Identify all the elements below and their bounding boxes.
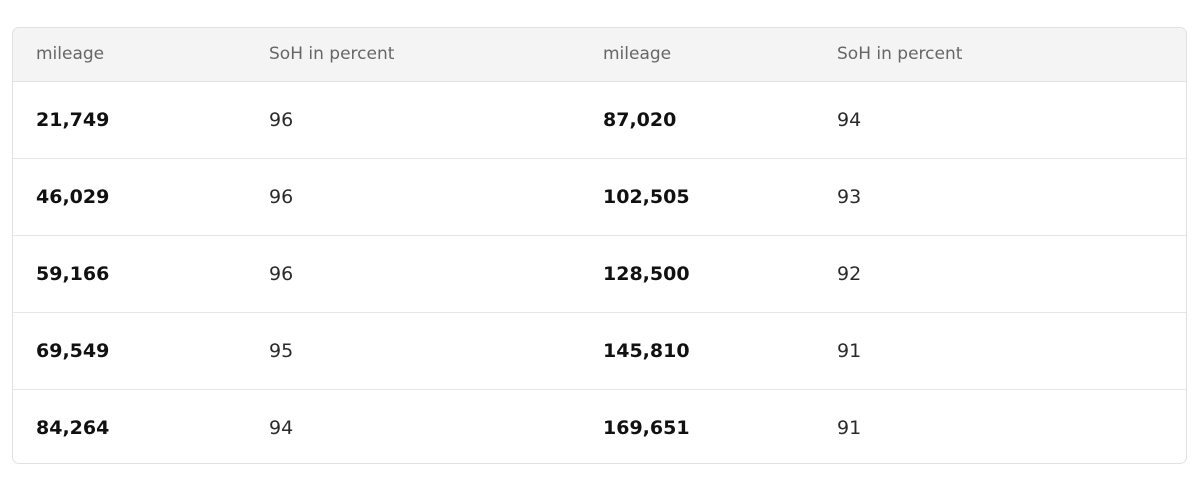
mileage-cell: 69,549 <box>13 311 246 389</box>
soh-cell: 92 <box>814 234 1186 312</box>
soh-cell: 96 <box>269 108 294 131</box>
mileage-cell: 102,505 <box>580 157 814 235</box>
mileage-cell: 128,500 <box>580 234 814 312</box>
mileage-cell: 46,029 <box>13 157 246 235</box>
soh-cell: 95 <box>246 311 580 389</box>
header-row: mileage SoH in percent mileage SoH in pe… <box>13 28 1186 82</box>
data-table: mileage SoH in percent mileage SoH in pe… <box>13 28 1186 463</box>
mileage-cell: 21,749 <box>36 108 110 131</box>
table-row: 84,264 94 169,651 91 <box>13 388 1186 463</box>
table-body: 21,749 96 87,020 94 46,029 96 102,505 93… <box>13 81 1186 463</box>
soh-cell: 91 <box>814 388 1186 463</box>
soh-cell: 91 <box>814 311 1186 389</box>
soh-cell: 96 <box>246 157 580 235</box>
soh-cell: 93 <box>814 157 1186 235</box>
header-mileage-2: mileage <box>580 28 814 82</box>
table-row: 46,029 96 102,505 93 <box>13 157 1186 235</box>
table-row: 21,749 96 87,020 94 <box>13 81 1186 158</box>
table-row: 69,549 95 145,810 91 <box>13 311 1186 389</box>
soh-cell: 94 <box>837 108 862 131</box>
soh-cell: 94 <box>246 388 580 463</box>
header-soh-1: SoH in percent <box>246 28 580 82</box>
mileage-cell: 84,264 <box>13 388 246 463</box>
mileage-soh-table: mileage SoH in percent mileage SoH in pe… <box>12 27 1187 464</box>
header-soh-2: SoH in percent <box>814 28 1186 82</box>
table-row: 59,166 96 128,500 92 <box>13 234 1186 312</box>
mileage-cell: 87,020 <box>603 108 677 131</box>
mileage-cell: 145,810 <box>580 311 814 389</box>
mileage-cell: 169,651 <box>580 388 814 463</box>
mileage-cell: 59,166 <box>13 234 246 312</box>
header-mileage-1: mileage <box>13 28 246 82</box>
soh-cell: 96 <box>246 234 580 312</box>
table-header: mileage SoH in percent mileage SoH in pe… <box>13 28 1186 82</box>
